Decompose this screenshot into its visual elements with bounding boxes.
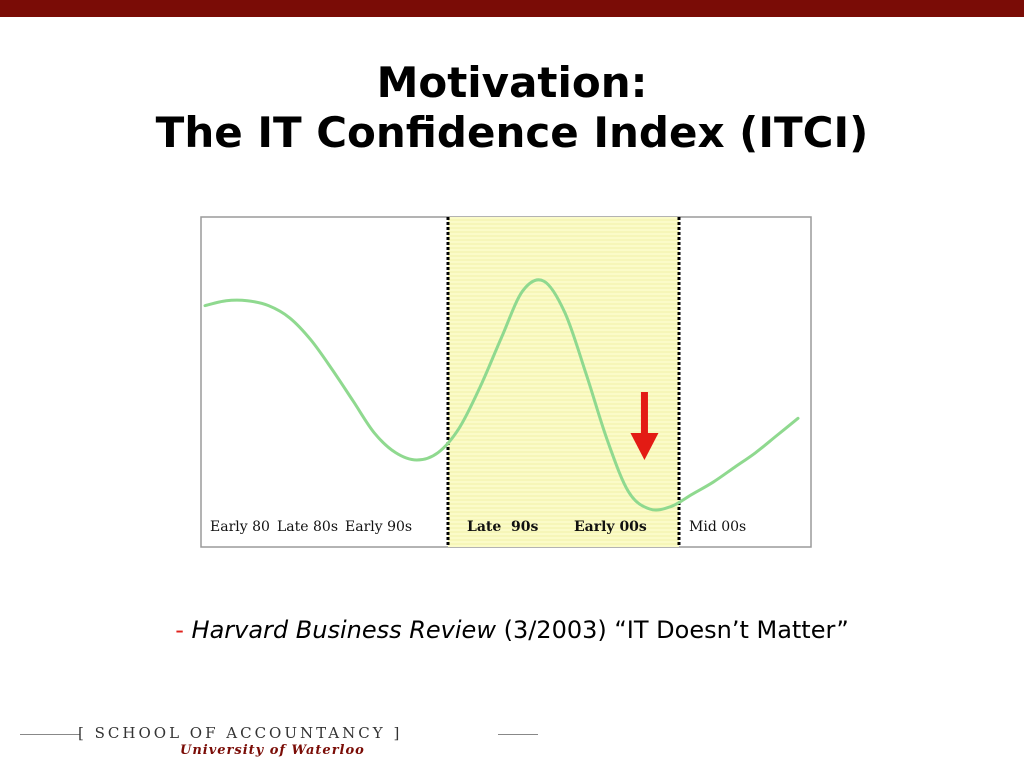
- footer-school: [ SCHOOL OF ACCOUNTANCY ]: [78, 724, 502, 742]
- x-tick-label: Early 80: [210, 519, 270, 535]
- arrow-shaft: [640, 392, 648, 436]
- footer-rule-right: [498, 734, 538, 735]
- slide-title: Motivation: The IT Confidence Index (ITC…: [0, 58, 1024, 158]
- citation-journal: Harvard Business Review: [191, 616, 496, 644]
- x-tick-label: Early 00s: [574, 519, 647, 535]
- x-tick-label: Late 90s: [467, 519, 539, 535]
- title-line-1: Motivation:: [376, 58, 648, 107]
- x-tick-label: Early 90s: [345, 519, 412, 535]
- footer-bracket-close: ]: [393, 724, 403, 742]
- top-accent-bar: [0, 0, 1024, 17]
- series-line-0: [203, 278, 800, 512]
- title-line-2: The IT Confidence Index (ITCI): [155, 108, 869, 157]
- footer-school-name: SCHOOL OF ACCOUNTANCY: [94, 724, 386, 742]
- footer-logo: [ SCHOOL OF ACCOUNTANCY ] University of …: [20, 722, 540, 762]
- citation: - Harvard Business Review (3/2003) “IT D…: [130, 614, 894, 646]
- citation-dash: -: [175, 616, 184, 644]
- footer-university: University of Waterloo: [180, 743, 365, 758]
- x-tick-label: Mid 00s: [689, 519, 746, 535]
- itci-chart-svg: Early 80 Late 80s Early 90s Late 90s Early 0…: [200, 216, 812, 548]
- itci-chart: Early 80 Late 80s Early 90s Late 90s Early 0…: [200, 216, 812, 548]
- arrow-head: [630, 433, 659, 460]
- footer-bracket-open: [: [78, 724, 87, 742]
- citation-details: (3/2003) “IT Doesn’t Matter”: [495, 616, 849, 644]
- x-tick-label: Late 80s: [277, 519, 338, 535]
- footer-rule-left: [20, 734, 80, 735]
